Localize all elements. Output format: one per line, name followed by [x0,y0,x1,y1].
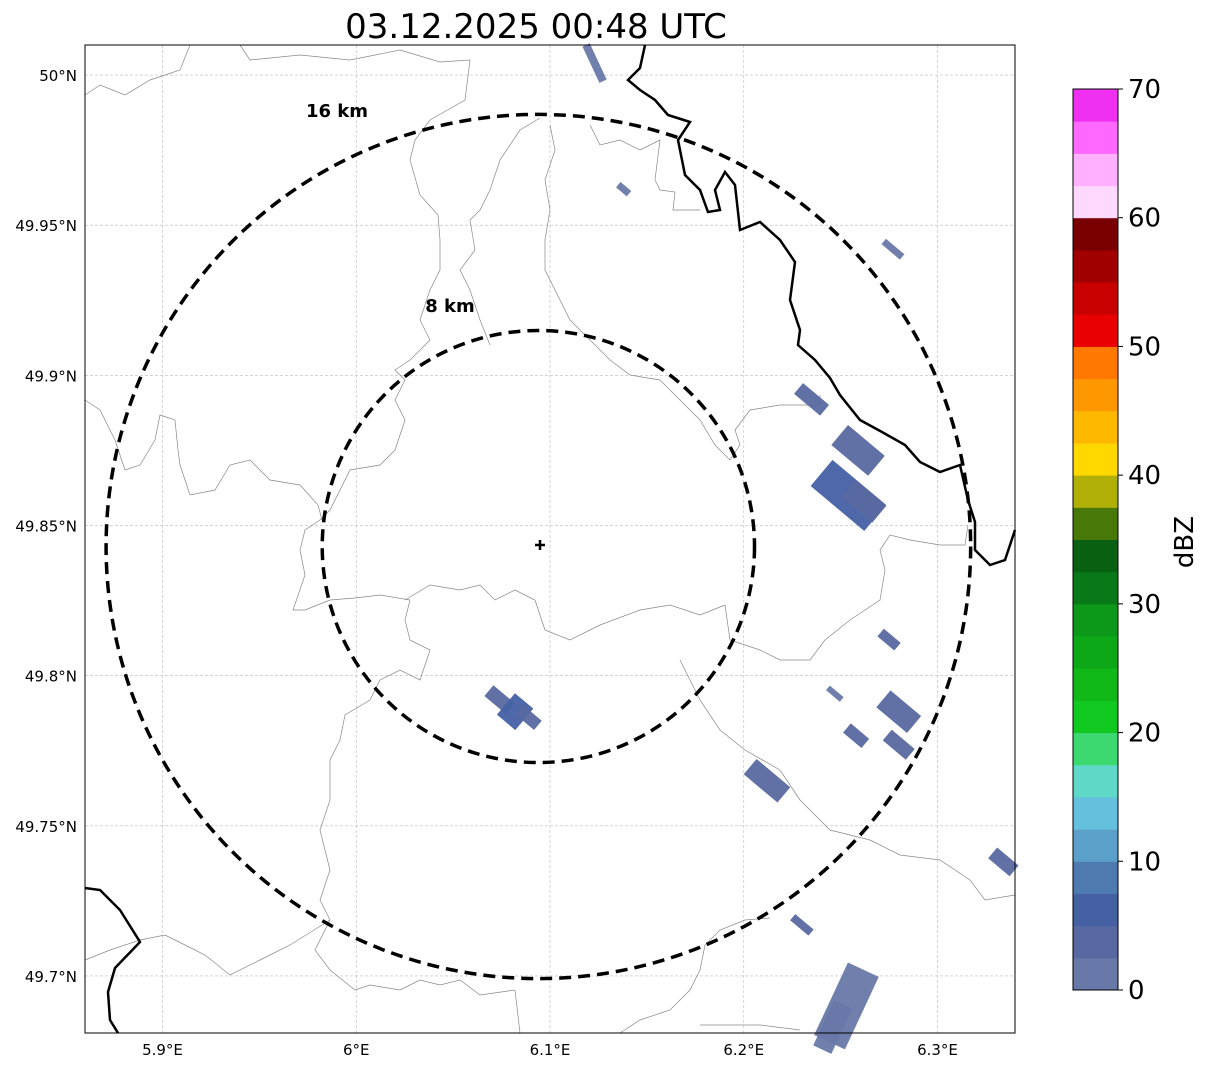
radar-echo [813,1000,853,1054]
colorbar-bin [1073,957,1118,991]
range-ring-8km [320,328,757,765]
x-tick-label: 6°E [343,1041,370,1059]
radar-echo [881,238,905,260]
ring-label-16km: 16 km [306,101,368,122]
radar-echo [743,758,791,803]
colorbar-bin [1073,507,1118,540]
radar-site-icon [535,540,545,550]
colorbar-bin [1073,346,1118,380]
colorbar-label: dBZ [1170,516,1200,568]
colorbar-bin [1073,539,1118,573]
y-tick-label: 49.75°N [15,818,77,836]
plot-area [85,45,1015,1033]
colorbar-bin [1073,829,1118,862]
colorbar-bin [1073,185,1118,219]
ring-label-8km: 8 km [425,296,475,317]
colorbar-bin [1073,153,1118,187]
radar-echo [616,181,632,197]
colorbar-tick-label: 50 [1128,332,1161,362]
radar-echo [877,628,901,651]
gridlines [85,45,1015,1033]
colorbar-bin [1073,217,1118,251]
plot-frame [84,44,1016,1034]
colorbar-bin [1073,893,1118,927]
y-tick-label: 50°N [39,67,77,85]
radar-echo [876,690,922,733]
colorbar-bin [1073,410,1118,444]
radar-echo [831,425,885,476]
colorbar-tick-label: 40 [1128,461,1161,491]
radar-echo [794,383,830,416]
colorbar-tick-label: 60 [1128,204,1161,234]
colorbar-bin [1073,636,1118,669]
colorbar-bin [1073,700,1118,734]
colorbar-tick-label: 70 [1128,75,1161,105]
x-tick-label: 5.9°E [142,1041,183,1059]
x-tick-label: 6.1°E [530,1041,571,1059]
radar-echo [825,685,844,702]
colorbar-bin [1073,89,1118,122]
colorbar-tick-label: 20 [1128,719,1161,749]
colorbar-bin [1073,668,1118,701]
chart-title: 03.12.2025 00:48 UTC [345,7,727,47]
radar-echo [496,693,534,731]
colorbar-bin [1073,282,1118,315]
colorbar-tick-label: 0 [1128,976,1145,1006]
y-tick-label: 49.9°N [25,367,77,385]
colorbar-tick-label: 10 [1128,847,1161,877]
y-tick-label: 49.85°N [15,517,77,535]
country-borders [84,44,1017,1034]
x-tick-label: 6.2°E [723,1041,764,1059]
range-rings [104,112,973,981]
radar-echoes [484,43,1019,1054]
y-tick-label: 49.7°N [25,968,77,986]
y-tick-label: 49.95°N [15,217,77,235]
radar-echo [790,914,814,936]
colorbar-bin [1073,796,1118,830]
radar-echo [843,723,870,749]
admin-boundaries [84,44,1016,1034]
colorbar-bin [1073,571,1118,605]
range-ring-16km [104,112,973,981]
colorbar-frame [1072,88,1119,991]
radar-echo [515,705,542,730]
colorbar-tick-label: 30 [1128,590,1161,620]
colorbar-bin [1073,249,1118,283]
colorbar-bin [1073,442,1118,476]
radar-echo [882,729,915,760]
colorbar: 0 10 20 30 40 50 60 70 [1072,75,1161,1006]
x-tick-label: 6.3°E [917,1041,958,1059]
axis-ticks: 5.9°E 6°E 6.1°E 6.2°E 6.3°E 50°N 49.95°N 49.9°N… [15,67,958,1059]
colorbar-bin [1073,314,1118,347]
radar-echo [988,847,1019,877]
colorbar-bin [1073,925,1118,959]
colorbar-bin [1073,764,1118,798]
y-tick-label: 49.8°N [25,668,77,686]
colorbar-bin [1073,475,1118,508]
colorbar-bin [1073,121,1118,154]
colorbar-bin [1073,861,1118,894]
colorbar-bin [1073,603,1118,637]
colorbar-bin [1073,378,1118,412]
radar-echo [841,480,887,523]
colorbar-bin [1073,732,1118,766]
radar-echo [582,43,607,83]
